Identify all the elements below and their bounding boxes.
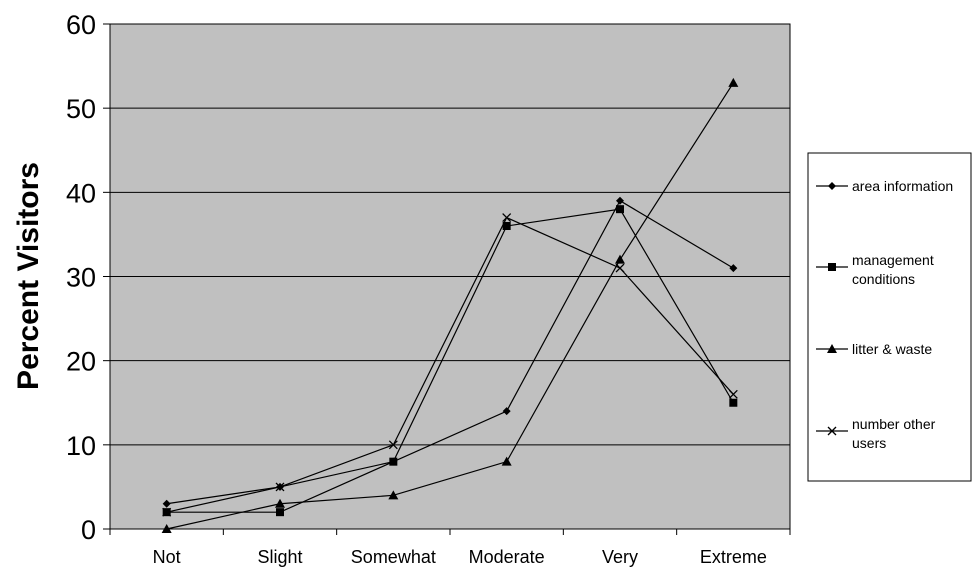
y-tick-label: 10 — [66, 431, 96, 461]
data-point — [502, 407, 511, 416]
legend-label: litter & waste — [852, 341, 932, 357]
x-tick-label: Moderate — [469, 547, 545, 567]
x-tick-label: Slight — [257, 547, 302, 567]
x-tick-label: Extreme — [700, 547, 767, 567]
x-tick-label: Somewhat — [351, 547, 436, 567]
y-tick-label: 30 — [66, 263, 96, 293]
x-tick-labels: Not Slight Somewhat Moderate Very Extreme — [153, 547, 767, 567]
data-point — [389, 457, 398, 466]
data-point — [828, 182, 836, 190]
data-point — [827, 426, 837, 436]
y-axis-label: Percent Visitors — [12, 162, 45, 390]
series-line — [166, 216, 734, 513]
legend-label: area information — [852, 178, 953, 194]
data-point — [729, 264, 738, 273]
data-point — [275, 482, 285, 492]
y-tick-label: 50 — [66, 94, 96, 124]
axes — [103, 23, 791, 535]
data-point — [615, 263, 625, 273]
legend-box — [807, 152, 972, 482]
series-2 — [161, 77, 739, 533]
legend: area information management conditions litt… — [807, 152, 972, 482]
series-line — [166, 208, 734, 513]
data-point — [502, 213, 512, 223]
y-tick-label: 60 — [66, 10, 96, 40]
legend-label: number other users — [852, 416, 936, 451]
y-tick-label: 0 — [81, 515, 96, 545]
legend-entry: number other users — [816, 416, 936, 451]
data-point — [275, 498, 285, 508]
legend-entry: litter & waste — [816, 341, 932, 357]
y-tick-labels: 0 10 20 30 40 50 60 — [66, 10, 96, 545]
data-point — [616, 205, 624, 214]
data-point — [616, 196, 624, 205]
series-group — [161, 77, 739, 533]
data-point — [728, 389, 738, 399]
data-point — [501, 456, 512, 466]
data-point — [276, 508, 284, 517]
legend-label: management conditions — [852, 252, 934, 287]
y-tick-label: 20 — [66, 347, 96, 377]
data-point — [388, 440, 398, 450]
series-line — [166, 199, 734, 505]
data-point — [615, 254, 625, 264]
data-point — [388, 490, 399, 500]
series-3 — [162, 213, 738, 517]
data-point — [162, 499, 171, 508]
legend-entry: management conditions — [816, 252, 934, 287]
data-point — [827, 344, 837, 353]
data-point — [502, 222, 511, 230]
x-tick-label: Very — [602, 547, 638, 567]
y-tick-label: 40 — [66, 178, 96, 208]
data-point — [729, 398, 738, 407]
legend-entry: area information — [816, 178, 953, 194]
data-point — [161, 524, 172, 533]
data-point — [162, 507, 172, 517]
data-point — [828, 263, 836, 271]
x-tick-label: Not — [153, 547, 181, 567]
data-point — [728, 77, 739, 87]
gridlines — [110, 107, 790, 446]
series-line — [166, 82, 734, 530]
